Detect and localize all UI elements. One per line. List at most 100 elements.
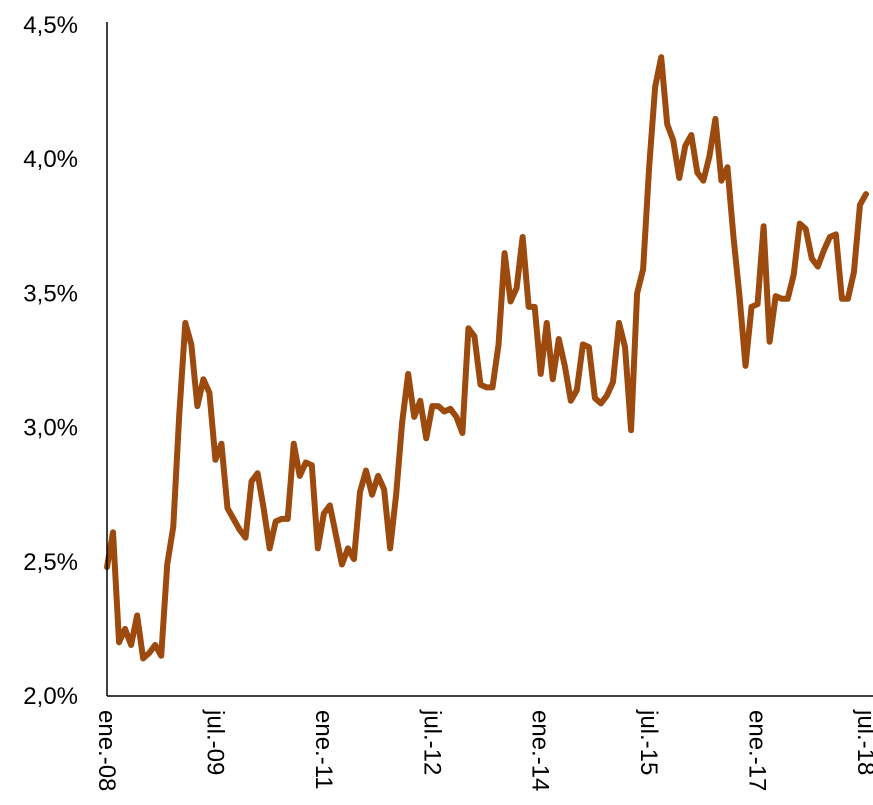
data-point	[845, 296, 850, 301]
data-point	[617, 320, 622, 325]
x-tick-label: ene.-17	[744, 710, 771, 791]
data-point	[273, 519, 278, 524]
data-point	[538, 371, 543, 376]
y-tick-labels: 2,0% 2,5% 3,0% 3,5% 4,0% 4,5%	[23, 12, 78, 710]
data-point	[183, 320, 188, 325]
data-point	[725, 165, 730, 170]
data-point	[556, 337, 561, 342]
data-point	[243, 535, 248, 540]
data-point	[779, 296, 784, 301]
data-point	[123, 626, 128, 631]
data-point	[454, 414, 459, 419]
data-point	[574, 388, 579, 393]
data-point	[719, 178, 724, 183]
data-point	[508, 299, 513, 304]
data-point	[773, 294, 778, 299]
data-point	[797, 221, 802, 226]
data-point	[502, 251, 507, 256]
data-point	[442, 409, 447, 414]
data-point	[358, 490, 363, 495]
data-point	[809, 256, 814, 261]
data-point	[255, 471, 260, 476]
data-point	[129, 643, 134, 648]
data-point	[635, 291, 640, 296]
data-point	[707, 154, 712, 159]
data-point	[436, 404, 441, 409]
data-point	[327, 503, 332, 508]
data-point	[611, 379, 616, 384]
data-point	[857, 202, 862, 207]
data-point	[394, 492, 399, 497]
data-point	[225, 506, 230, 511]
data-point	[364, 468, 369, 473]
data-point	[309, 463, 314, 468]
data-point	[641, 267, 646, 272]
data-point	[141, 656, 146, 661]
data-point	[339, 562, 344, 567]
data-point	[315, 546, 320, 551]
data-point	[189, 342, 194, 347]
data-point	[285, 516, 290, 521]
data-point	[382, 487, 387, 492]
data-point	[400, 420, 405, 425]
data-point	[472, 334, 477, 339]
data-point	[484, 385, 489, 390]
data-point	[376, 473, 381, 478]
data-point	[731, 235, 736, 240]
data-point	[544, 320, 549, 325]
data-point	[207, 390, 212, 395]
data-point	[677, 175, 682, 180]
data-point	[213, 457, 218, 462]
data-point	[147, 651, 152, 656]
data-point	[659, 55, 664, 60]
data-point	[424, 436, 429, 441]
y-tick-label: 3,5%	[23, 280, 78, 307]
data-point	[629, 428, 634, 433]
data-point	[851, 269, 856, 274]
data-point	[514, 286, 519, 291]
data-point	[333, 532, 338, 537]
data-point	[406, 371, 411, 376]
data-point	[261, 506, 266, 511]
data-point	[303, 460, 308, 465]
data-point	[665, 122, 670, 127]
data-point	[598, 401, 603, 406]
data-point	[297, 473, 302, 478]
data-point	[821, 248, 826, 253]
data-point	[647, 165, 652, 170]
data-point	[833, 232, 838, 237]
data-point	[791, 272, 796, 277]
data-point	[683, 143, 688, 148]
data-point	[219, 441, 224, 446]
x-tick-labels: ene.-08 jul.-09 ene.-11 jul.-12 ene.-14 jul.-…	[93, 709, 873, 791]
y-tick-label: 4,0%	[23, 146, 78, 173]
data-point	[749, 304, 754, 309]
data-point	[159, 653, 164, 658]
data-point	[351, 557, 356, 562]
data-point	[592, 396, 597, 401]
data-point	[580, 342, 585, 347]
data-point	[153, 643, 158, 648]
y-tick-label: 4,5%	[23, 12, 78, 39]
data-point	[117, 640, 122, 645]
data-point	[195, 404, 200, 409]
data-point	[827, 235, 832, 240]
data-point	[460, 430, 465, 435]
data-point	[370, 492, 375, 497]
data-point	[171, 524, 176, 529]
data-point	[864, 192, 869, 197]
data-point	[701, 178, 706, 183]
data-point	[430, 404, 435, 409]
data-point	[177, 412, 182, 417]
data-point	[321, 511, 326, 516]
x-tick-label: jul.-12	[418, 709, 445, 775]
data-point	[418, 398, 423, 403]
data-point	[586, 345, 591, 350]
data-point	[201, 377, 206, 382]
data-point	[520, 235, 525, 240]
data-point	[767, 339, 772, 344]
data-point	[562, 363, 567, 368]
data-point	[671, 138, 676, 143]
